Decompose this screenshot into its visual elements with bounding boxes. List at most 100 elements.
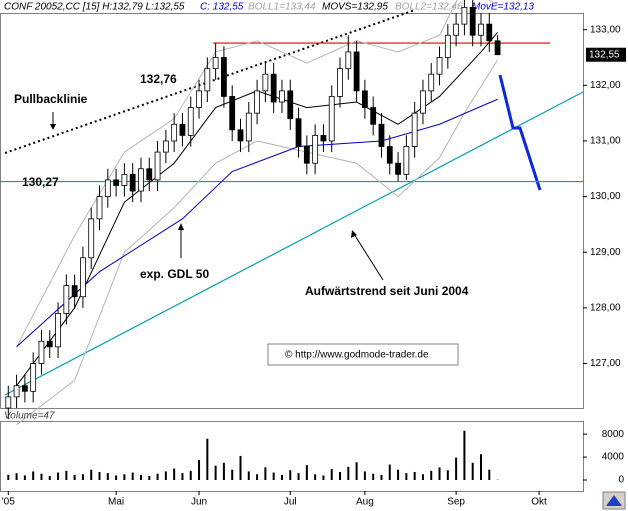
level-label: 130,27 [22,175,59,189]
level-label: 132,76 [140,72,177,86]
volume-bar [7,474,10,480]
arrow-head [50,124,56,130]
indicator-line [16,0,498,348]
volume-bar [106,473,109,480]
x-tick-label: '05 [2,497,15,508]
volume-bar [397,469,400,480]
candle-body [403,146,410,175]
volume-bar [363,471,366,480]
price-panel [0,13,584,409]
candle-body [171,123,178,142]
header-item: CONF 20052,CC [15] H:132,79 L:132,55 [4,2,185,13]
candle-body [146,168,153,181]
header-item: MOVS=132,95 [322,2,388,13]
volume-bar [446,470,449,480]
volume-bar [488,469,491,480]
candle-body [46,340,53,348]
volume-bar [148,475,151,480]
volume-bar [264,467,267,480]
volume-tick-label: 4000 [602,452,625,463]
candle-body [254,90,260,114]
volume-bar [90,469,93,480]
arrow-head [351,230,357,238]
uptrend-line [4,91,584,396]
volume-bar [380,474,383,480]
candle-body [162,140,169,153]
candle-body [494,40,501,56]
candle-body [13,385,20,398]
candle-body [63,285,70,314]
header-item: BOLL1=133,44 [248,2,316,13]
tool-icon [606,495,622,506]
volume-tick-label: 0 [618,475,624,486]
candle-body [312,134,319,164]
y-tick-label: 129,00 [590,247,621,258]
x-tick-label: Aug [356,497,374,508]
candle-body [204,68,211,92]
volume-bar [48,475,51,480]
volume-bar [289,470,292,480]
candle-body [96,196,103,220]
candle-body [237,129,244,142]
candle-body [345,51,352,70]
volume-bar [206,438,209,480]
x-tick-label: Mai [108,497,124,508]
y-tick-label: 133,00 [590,24,621,35]
candle-body [428,73,435,92]
candle-body [420,90,426,114]
volume-bar [23,475,26,480]
candle-body [337,68,343,97]
candle-body [71,285,78,298]
annotation: Aufwärtstrend seit Juni 2004 [305,284,469,298]
price-box [586,47,626,62]
volume-bar [479,454,482,480]
volume-bar [98,471,101,480]
candle-body [295,118,302,147]
header-item: C: 132,55 [200,2,244,13]
copyright-box [267,343,459,366]
candle-body [320,134,327,142]
volume-bar [322,475,325,480]
volume-bar [189,470,192,480]
volume-title: Volume=47 [4,411,55,422]
annotation: © http://www.godmode-trader.de [285,350,429,361]
y-tick-label: 130,00 [590,191,621,202]
volume-bar [256,474,259,480]
volume-bar [421,474,424,480]
candle-body [270,73,277,103]
volume-bar [355,462,358,480]
candle-body [245,112,252,142]
volume-bar [57,472,60,480]
candle-body [353,51,360,92]
candle-body [279,90,285,103]
candle-body [113,179,120,186]
candle-body [378,123,385,147]
forecast-path [498,74,542,191]
volume-bar [181,473,184,480]
volume-bar [81,474,84,480]
volume-bar [463,430,466,480]
candle-body [88,218,95,259]
pullback-line [4,9,416,154]
candle-body [411,112,418,147]
x-tick-label: Sep [447,497,465,508]
volume-bar [15,473,18,480]
candle-body [287,90,294,120]
x-tick-label: Jun [191,497,207,508]
volume-bar [297,473,300,480]
volume-bar [388,464,391,480]
volume-tick-label: 8000 [602,429,625,440]
y-tick-label: 131,00 [590,136,621,147]
volume-bar [305,465,308,480]
volume-bar [65,470,68,480]
volume-bar [139,474,142,480]
candle-body [303,146,310,164]
volume-bar [32,471,35,480]
volume-bar [314,474,317,480]
volume-bar [231,469,234,480]
volume-bar [222,462,225,480]
volume-bar [372,473,375,480]
volume-bar [173,468,176,480]
